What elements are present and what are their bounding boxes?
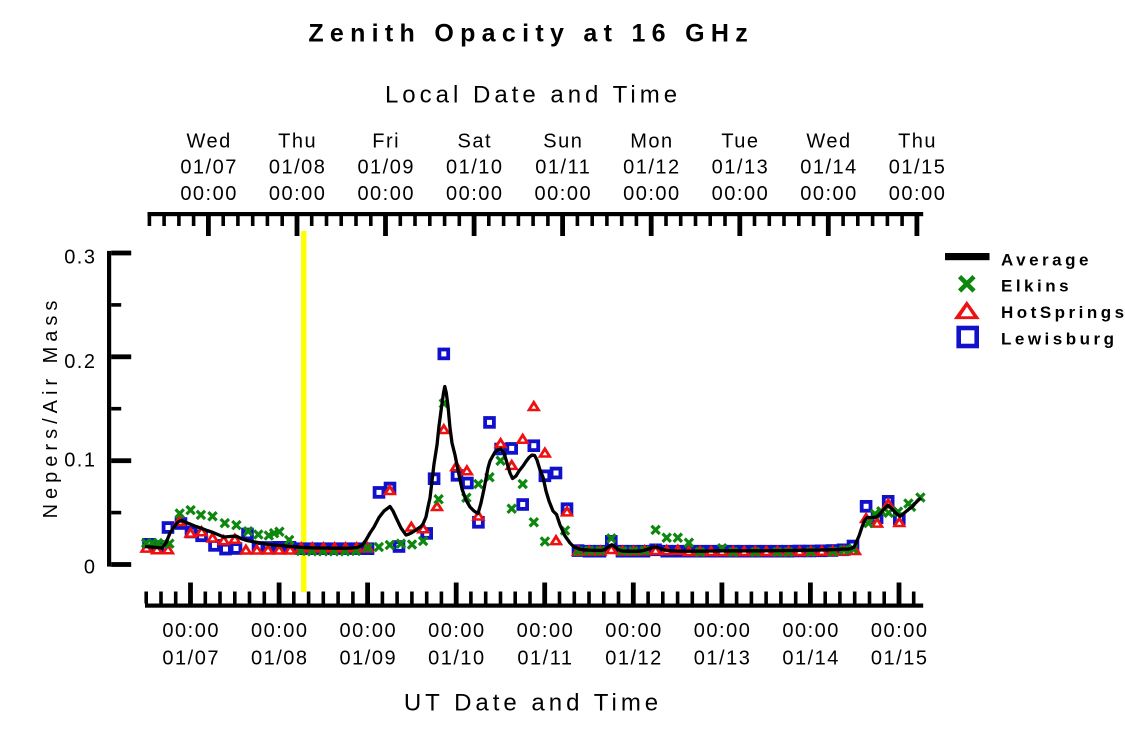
svg-text:HotSprings: HotSprings xyxy=(1001,303,1125,322)
svg-text:Wed: Wed xyxy=(806,131,851,153)
svg-text:Fri: Fri xyxy=(372,131,400,153)
svg-text:01/10: 01/10 xyxy=(446,157,504,179)
svg-text:Wed: Wed xyxy=(186,131,231,153)
svg-text:Sun: Sun xyxy=(543,131,583,153)
svg-text:0.1: 0.1 xyxy=(64,450,96,472)
svg-text:01/07: 01/07 xyxy=(180,157,238,179)
svg-text:Zenith Opacity at 16 GHz: Zenith Opacity at 16 GHz xyxy=(308,20,754,48)
svg-text:01/07: 01/07 xyxy=(162,648,220,670)
svg-text:UT Date and Time: UT Date and Time xyxy=(404,690,662,717)
svg-text:01/11: 01/11 xyxy=(517,648,573,670)
svg-text:01/08: 01/08 xyxy=(269,157,327,179)
svg-text:00:00: 00:00 xyxy=(251,620,309,642)
svg-text:01/12: 01/12 xyxy=(623,157,681,179)
svg-text:00:00: 00:00 xyxy=(357,183,415,205)
svg-text:00:00: 00:00 xyxy=(180,183,238,205)
svg-text:Elkins: Elkins xyxy=(1001,277,1072,296)
svg-text:01/13: 01/13 xyxy=(712,157,770,179)
svg-text:Thu: Thu xyxy=(278,131,317,153)
svg-text:01/14: 01/14 xyxy=(782,648,840,670)
svg-text:0.3: 0.3 xyxy=(64,247,96,269)
svg-text:Sat: Sat xyxy=(458,131,493,153)
svg-text:00:00: 00:00 xyxy=(623,183,681,205)
svg-text:01/08: 01/08 xyxy=(251,648,309,670)
svg-text:00:00: 00:00 xyxy=(428,620,486,642)
svg-text:Nepers/Air Mass: Nepers/Air Mass xyxy=(40,296,62,519)
svg-text:01/12: 01/12 xyxy=(605,648,663,670)
svg-text:01/15: 01/15 xyxy=(889,157,947,179)
svg-text:01/10: 01/10 xyxy=(428,648,486,670)
svg-text:0.2: 0.2 xyxy=(64,351,96,373)
svg-text:01/09: 01/09 xyxy=(357,157,415,179)
svg-text:01/13: 01/13 xyxy=(694,648,752,670)
svg-text:01/14: 01/14 xyxy=(800,157,858,179)
svg-text:00:00: 00:00 xyxy=(269,183,327,205)
svg-text:00:00: 00:00 xyxy=(162,620,220,642)
svg-text:01/15: 01/15 xyxy=(871,648,929,670)
svg-text:Tue: Tue xyxy=(721,131,759,153)
svg-text:01/09: 01/09 xyxy=(340,648,398,670)
svg-text:00:00: 00:00 xyxy=(694,620,752,642)
svg-text:01/11: 01/11 xyxy=(535,157,591,179)
svg-text:00:00: 00:00 xyxy=(712,183,770,205)
svg-text:0: 0 xyxy=(84,557,97,579)
svg-text:00:00: 00:00 xyxy=(535,183,593,205)
svg-text:00:00: 00:00 xyxy=(605,620,663,642)
svg-text:00:00: 00:00 xyxy=(446,183,504,205)
svg-text:00:00: 00:00 xyxy=(889,183,947,205)
svg-text:Average: Average xyxy=(1001,251,1092,270)
svg-text:00:00: 00:00 xyxy=(782,620,840,642)
svg-text:00:00: 00:00 xyxy=(340,620,398,642)
svg-text:00:00: 00:00 xyxy=(517,620,575,642)
svg-text:Thu: Thu xyxy=(898,131,937,153)
svg-text:00:00: 00:00 xyxy=(800,183,858,205)
svg-text:Lewisburg: Lewisburg xyxy=(1001,330,1118,349)
svg-text:00:00: 00:00 xyxy=(871,620,929,642)
svg-text:Local Date and Time: Local Date and Time xyxy=(385,82,681,109)
svg-text:Mon: Mon xyxy=(630,131,673,153)
